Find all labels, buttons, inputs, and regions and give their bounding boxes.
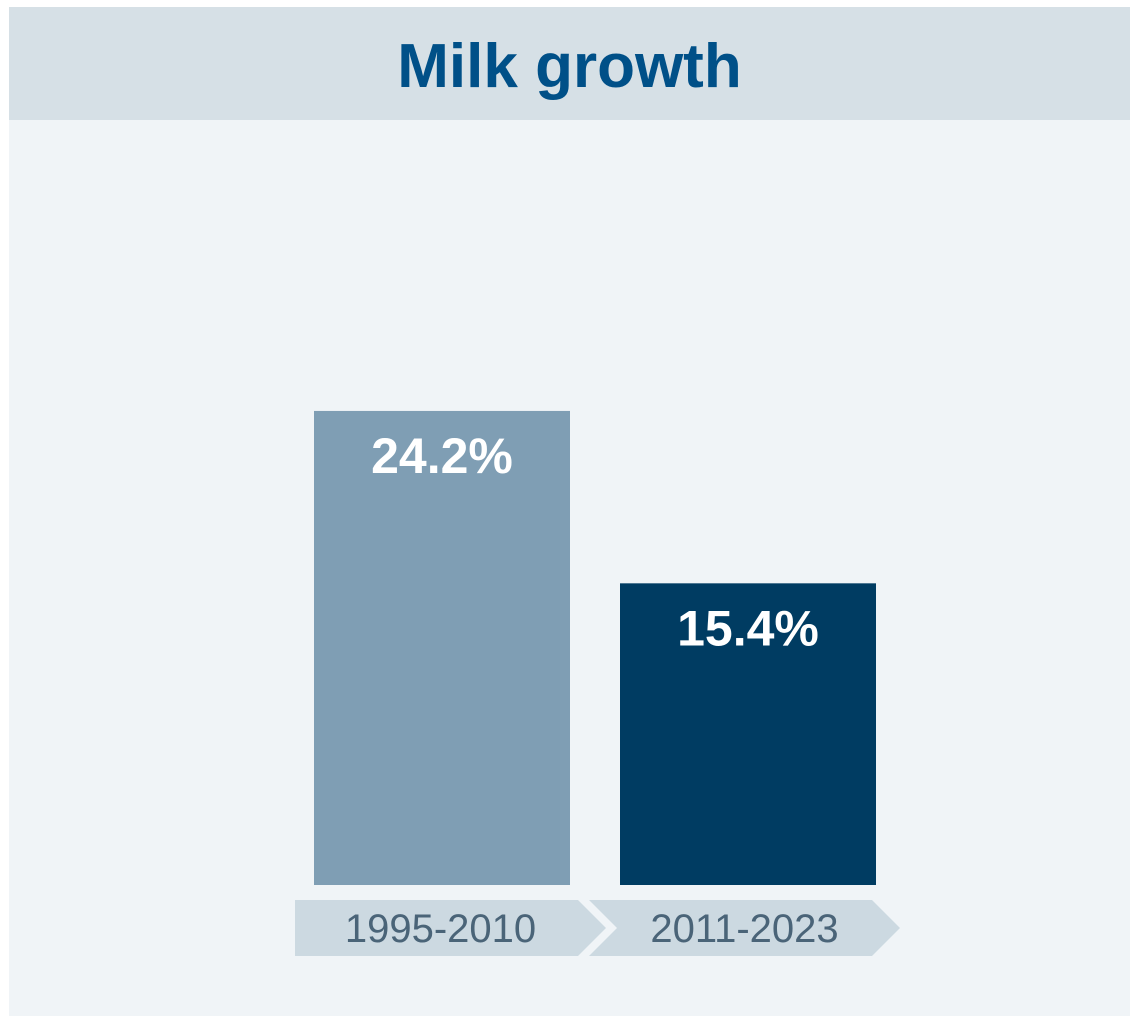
category-chevron — [589, 900, 900, 956]
chart-title: Milk growth — [397, 32, 742, 101]
bar-value-label: 15.4% — [677, 600, 819, 656]
category-label: 1995-2010 — [345, 907, 536, 951]
bar-1995-2010 — [314, 410, 570, 885]
bar-chart: 24.2% 15.4% 1995-2010 2011-2023 — [295, 410, 900, 956]
bar-value-label: 24.2% — [371, 428, 513, 484]
chart-card: Milk growth 24.2% 15.4% 1995-2010 2011-2023 — [9, 7, 1130, 1016]
category-chevron — [295, 900, 606, 956]
bar-2011-2023 — [620, 583, 876, 885]
category-label: 2011-2023 — [650, 907, 838, 951]
chart-header: Milk growth — [9, 7, 1130, 120]
